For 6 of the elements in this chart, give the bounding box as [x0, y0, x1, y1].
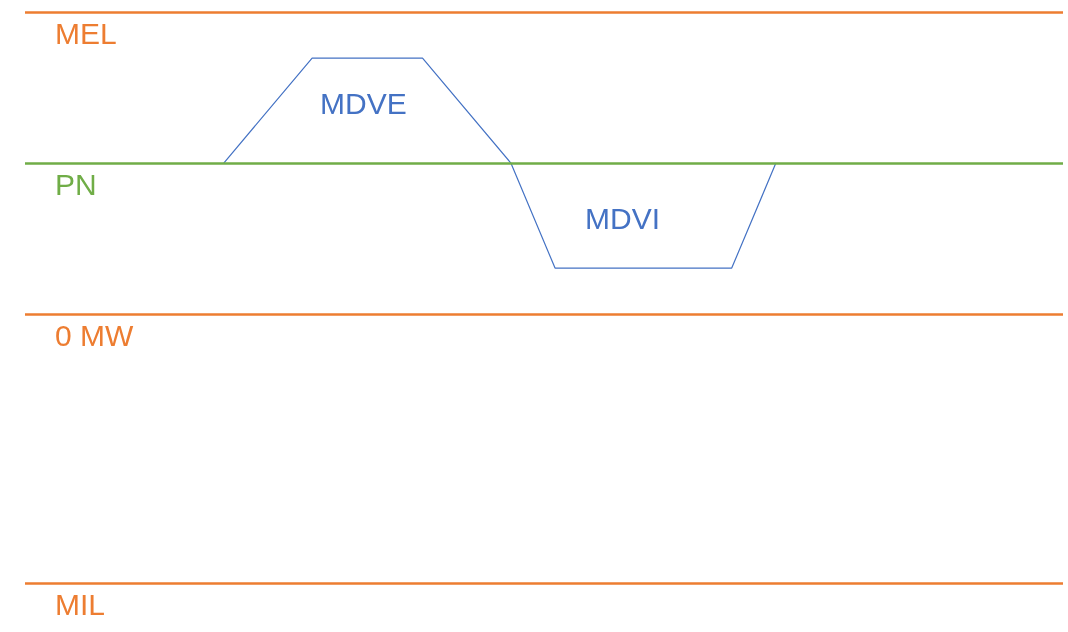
ref-line-label: MIL [55, 587, 106, 621]
annotation: MDVI [585, 201, 660, 235]
ref-line-label: PN [55, 167, 97, 201]
ref-line-label: 0 MW [55, 318, 135, 352]
ref-line-label: MEL [55, 16, 117, 50]
annotation: MDVE [320, 86, 407, 120]
